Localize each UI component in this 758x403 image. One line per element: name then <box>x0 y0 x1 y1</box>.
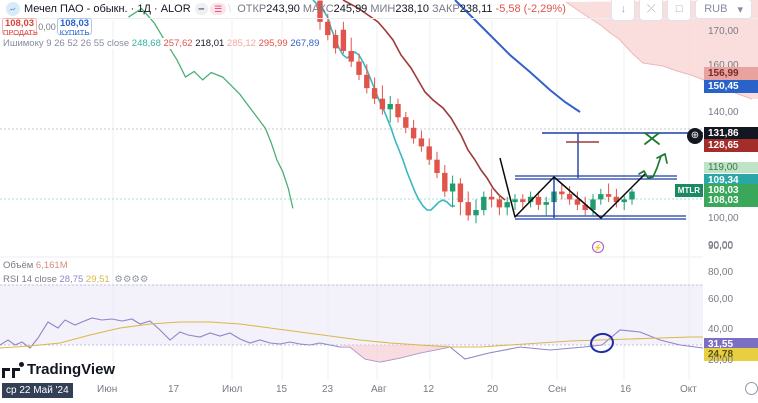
svg-text:⚡: ⚡ <box>594 243 603 252</box>
